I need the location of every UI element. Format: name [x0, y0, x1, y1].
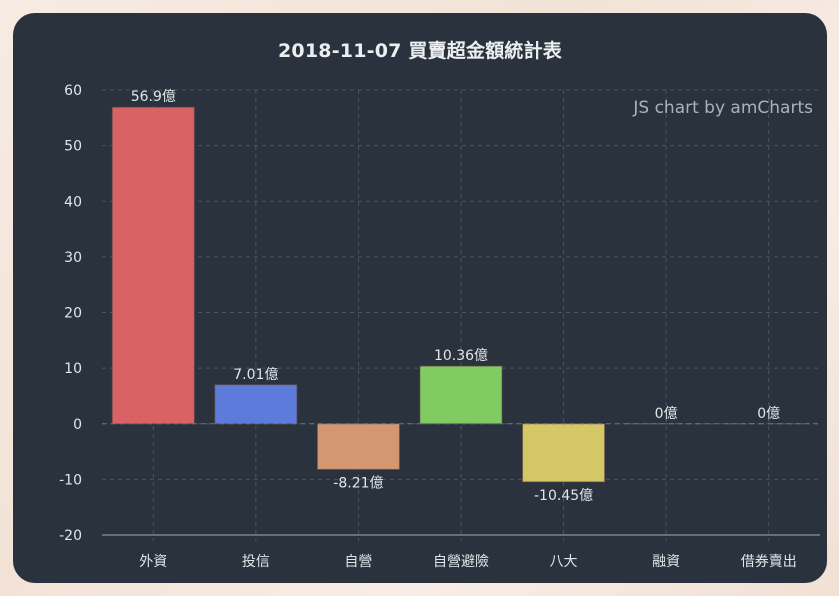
- y-axis-tick-label: 40: [64, 194, 82, 210]
- bar-借券賣出[interactable]: 0億: [727, 406, 810, 425]
- y-axis-tick-label: 20: [64, 306, 82, 322]
- y-axis-tick-label: -10: [59, 472, 82, 488]
- bar-投信[interactable]: 7.01億: [214, 367, 298, 425]
- y-axis-tick-label: 10: [64, 361, 82, 377]
- bar-value-label: 56.9億: [131, 89, 176, 105]
- bar-rect[interactable]: [214, 384, 298, 425]
- bar-rect[interactable]: [522, 423, 606, 483]
- bar-八大[interactable]: -10.45億: [522, 423, 606, 504]
- y-axis-tick-label: 0: [73, 417, 82, 433]
- bar-rect[interactable]: [419, 365, 503, 425]
- x-axis-category-label: 自營: [344, 554, 372, 570]
- x-axis-category-label: 外資: [139, 554, 167, 570]
- x-axis-category-label: 借券賣出: [741, 554, 797, 570]
- x-axis-category-label: 投信: [242, 554, 270, 570]
- x-axis-category-label: 八大: [550, 554, 578, 570]
- chart-title: 2018-11-07 買賣超金額統計表: [278, 40, 562, 62]
- bar-rect[interactable]: [316, 423, 400, 470]
- bar-value-label: 10.36億: [434, 348, 488, 364]
- x-axis-category-label: 融資: [652, 554, 680, 570]
- y-axis-tick-label: 50: [64, 139, 82, 155]
- bar-value-label: 0億: [757, 406, 780, 422]
- chart-panel: 2018-11-07 買賣超金額統計表 60 50 40 30 20 10 0 -10 -20 5…: [13, 13, 827, 583]
- chart-plot-area: 60 50 40 30 20 10 0 -10 -20 56.9億 7.01億 -8.21億 10.36…: [59, 83, 820, 570]
- y-axis-tick-label: -20: [59, 528, 82, 544]
- bar-value-label: 0億: [655, 406, 678, 422]
- bar-自營[interactable]: -8.21億: [316, 423, 400, 492]
- bar-融資[interactable]: 0億: [625, 406, 708, 425]
- bar-外資[interactable]: 56.9億: [111, 89, 195, 425]
- bar-value-label: -10.45億: [534, 488, 593, 504]
- amcharts-credit-link[interactable]: JS chart by amCharts: [633, 98, 813, 118]
- y-axis-tick-label: 60: [64, 83, 82, 99]
- y-axis-tick-label: 30: [64, 250, 82, 266]
- bar-rect[interactable]: [111, 106, 195, 425]
- bar-value-label: 7.01億: [233, 367, 278, 383]
- bar-value-label: -8.21億: [333, 475, 383, 491]
- bar-自營避險[interactable]: 10.36億: [419, 348, 503, 425]
- x-axis-category-label: 自營避險: [433, 554, 489, 570]
